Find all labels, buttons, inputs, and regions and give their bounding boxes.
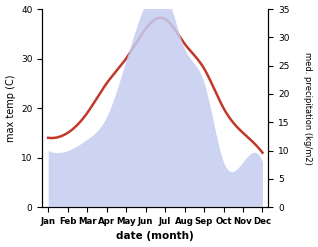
X-axis label: date (month): date (month)	[116, 231, 194, 242]
Y-axis label: max temp (C): max temp (C)	[5, 74, 16, 142]
Y-axis label: med. precipitation (kg/m2): med. precipitation (kg/m2)	[303, 52, 313, 165]
